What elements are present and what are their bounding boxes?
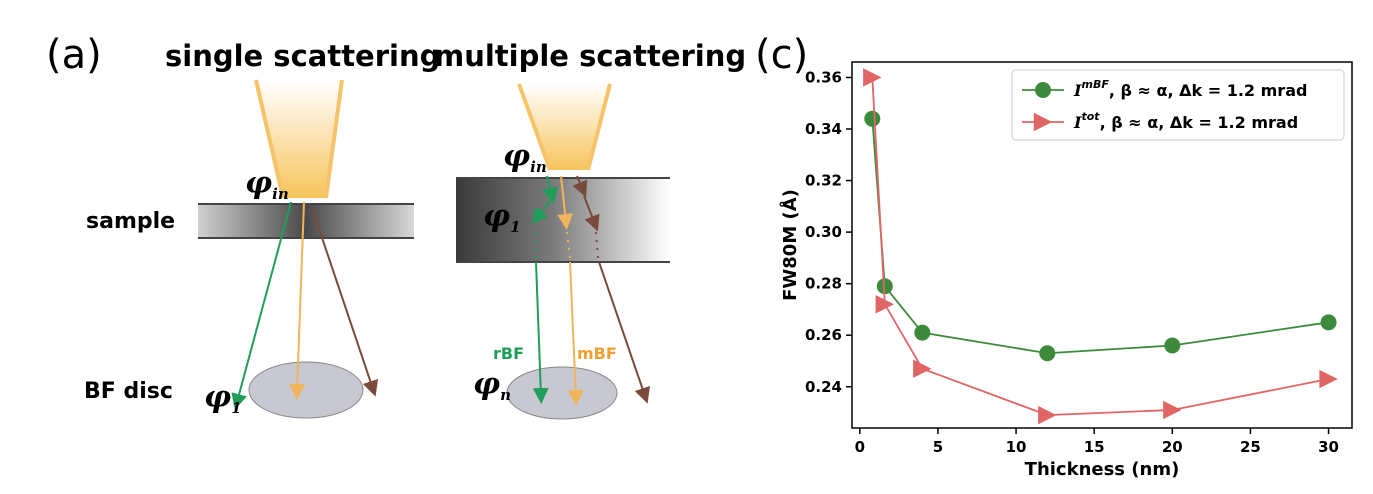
series-0-point (1320, 314, 1337, 331)
series-0-point (1039, 345, 1056, 362)
single-brown-ray (311, 207, 379, 397)
multi-beam-edge-left (517, 83, 552, 171)
y-axis-label: FW80M (Å) (778, 189, 801, 301)
multi-phi-n: φn (473, 367, 511, 404)
series-1-point (1163, 400, 1182, 420)
multi-brown-ray-out (598, 261, 650, 404)
single-beam-edge-right (324, 79, 344, 199)
single-phi-in: φin (245, 166, 289, 203)
multi-brown-ray-1 (572, 175, 588, 198)
x-axis-label: Thickness (nm) (1025, 459, 1180, 480)
panel-c: (c) 0 5 10 15 20 25 30 0.24 0.26 0.28 0.30 0.32 0.3… (755, 32, 1353, 480)
multi-beam-cone (519, 84, 610, 170)
x-tick-label: 0 (855, 438, 865, 456)
y-ticks: 0.24 0.26 0.28 0.30 0.32 0.34 0.36 (805, 68, 852, 396)
series-0-point (876, 278, 893, 295)
series-0-point (914, 324, 931, 341)
series-1-point (913, 359, 932, 378)
legend-marker (1035, 82, 1051, 98)
single-scattering-title: single scattering (165, 39, 440, 73)
x-tick-label: 5 (933, 438, 943, 456)
x-tick-label: 10 (1006, 438, 1027, 456)
legend-entry-1: Itot, β ≈ α, Δk = 1.2 mrad (1073, 110, 1298, 132)
multi-green-ray-1 (542, 175, 558, 204)
panel-c-label: (c) (755, 32, 808, 78)
single-beam-edge-left (254, 79, 285, 199)
y-tick-label: 0.34 (805, 120, 842, 138)
y-tick-label: 0.24 (805, 378, 842, 396)
panel-a-label: (a) (46, 32, 102, 78)
single-scattering-diagram: φin sample BF disc φ1 (84, 79, 414, 419)
panel-a: (a) single scattering multiple scatterin… (46, 32, 746, 420)
legend: ImBF, β ≈ α, Δk = 1.2 mrad Itot, β ≈ α, Δ… (1011, 69, 1345, 141)
y-tick-label: 0.32 (805, 172, 842, 190)
legend-marker (1033, 112, 1053, 132)
multi-phi-in: φin (503, 139, 547, 176)
bf-disc-label: BF disc (84, 379, 173, 404)
multiple-scattering-diagram: φin φ1 φn rBF mBF (456, 83, 670, 420)
x-tick-label: 15 (1084, 438, 1105, 456)
y-tick-label: 0.30 (805, 223, 842, 241)
x-ticks: 0 5 10 15 20 25 30 (855, 428, 1339, 456)
x-tick-label: 20 (1162, 438, 1183, 456)
multi-phi-1: φ1 (483, 199, 521, 236)
y-tick-label: 0.28 (805, 275, 842, 293)
multi-green-ray-2 (532, 197, 553, 225)
single-orange-ray (289, 201, 306, 400)
single-phi-1: φ1 (204, 380, 242, 417)
series-1-line (871, 77, 1329, 417)
multi-green-ray-out (532, 261, 549, 404)
x-tick-label: 25 (1240, 438, 1261, 456)
series-1-point (863, 68, 882, 87)
fw80m-chart: 0 5 10 15 20 25 30 0.24 0.26 0.28 0.30 0.32 0.34 0.3… (778, 61, 1353, 480)
series-1-point (1038, 405, 1057, 425)
multi-orange-ray-1 (557, 175, 574, 230)
multi-bf-disc (506, 366, 618, 420)
multi-orange-ray-out (567, 261, 584, 406)
mbf-label: mBF (577, 344, 617, 363)
multiple-scattering-title: multiple scattering (434, 39, 746, 73)
rbf-label: rBF (493, 344, 524, 363)
sample-label: sample (86, 209, 175, 234)
y-tick-label: 0.36 (805, 68, 842, 86)
series-layer (863, 68, 1338, 425)
multi-beam-edge-right (586, 83, 612, 171)
single-sample-slab (198, 204, 414, 238)
series-0 (864, 110, 1337, 362)
legend-box (1011, 69, 1345, 141)
single-green-ray (231, 201, 292, 410)
series-0-line (871, 118, 1329, 355)
series-0-point (864, 110, 881, 127)
series-1 (863, 68, 1338, 425)
x-tick-label: 30 (1318, 438, 1339, 456)
series-1-point (1319, 369, 1338, 389)
y-tick-label: 0.26 (805, 326, 842, 344)
series-0-point (1164, 337, 1181, 354)
plot-frame (851, 61, 1353, 429)
single-bf-disc (248, 361, 364, 419)
series-1-point (875, 295, 895, 314)
legend-entry-0: ImBF, β ≈ α, Δk = 1.2 mrad (1073, 78, 1307, 100)
multi-brown-ray-2 (583, 195, 600, 232)
